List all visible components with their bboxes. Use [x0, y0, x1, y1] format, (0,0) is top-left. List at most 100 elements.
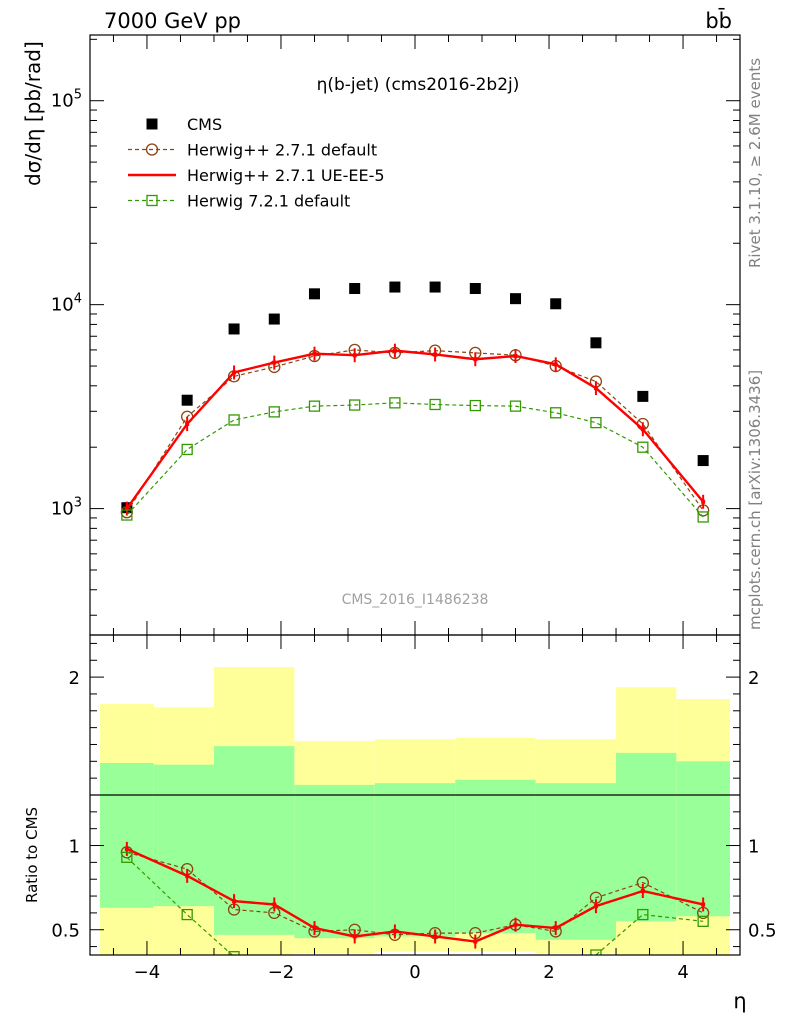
- data-point: [232, 370, 237, 375]
- y-tick-label: 103: [51, 496, 82, 520]
- data-point: [272, 360, 277, 365]
- data-point: [513, 922, 518, 927]
- data-point: [697, 915, 709, 927]
- data-point: [697, 511, 709, 523]
- data-point: [121, 509, 133, 521]
- data-point: [433, 934, 438, 939]
- legend-label: Herwig++ 2.7.1 default: [187, 141, 377, 160]
- watermark: CMS_2016_I1486238: [342, 592, 489, 608]
- data-point: [181, 394, 193, 406]
- data-point: [392, 929, 397, 934]
- data-point: [228, 414, 240, 426]
- y-axis-label-ratio: Ratio to CMS: [23, 807, 41, 903]
- data-point: [513, 354, 518, 359]
- green-band: [100, 763, 154, 908]
- y-axis-label-main: dσ/dη [pb/rad]: [21, 41, 45, 186]
- ratio-y-tick-label: 1: [69, 837, 80, 858]
- green-band: [294, 784, 375, 939]
- x-tick-label: 2: [543, 962, 554, 983]
- data-point: [349, 283, 361, 295]
- y-tick-exponent: 4: [74, 292, 82, 307]
- data-point: [350, 965, 360, 975]
- data-point: [433, 352, 438, 357]
- legend-marker: [145, 143, 159, 156]
- data-point: [550, 298, 562, 310]
- ratio-y-tick-label: 0.5: [51, 921, 80, 942]
- data-point: [553, 926, 558, 931]
- data-point: [308, 288, 320, 300]
- green-band: [213, 746, 295, 935]
- data-point: [553, 362, 558, 367]
- data-point: [312, 926, 317, 931]
- data-point: [429, 398, 441, 411]
- data-point: [268, 406, 280, 418]
- ratio-y-tick-label-right: 0.5: [748, 921, 777, 942]
- data-point: [392, 348, 397, 353]
- data-point: [593, 386, 598, 391]
- series-line: [125, 349, 705, 510]
- data-point: [430, 965, 440, 975]
- x-tick-label: 4: [677, 962, 688, 983]
- data-point: [121, 851, 133, 863]
- data-point: [701, 902, 706, 907]
- ratio-y-tick-label-right: 2: [748, 668, 759, 689]
- data-point: [701, 499, 706, 504]
- data-point: [228, 951, 240, 955]
- energy-label: 7000 GeV pp: [104, 9, 241, 33]
- data-point: [389, 397, 401, 409]
- y-tick-exponent: 5: [74, 88, 82, 103]
- data-point: [124, 506, 129, 511]
- data-point: [124, 846, 129, 851]
- y-tick-label: 104: [51, 292, 82, 316]
- series-line: [126, 402, 704, 518]
- green-band: [153, 764, 214, 907]
- ratio-series: [120, 841, 710, 975]
- data-point: [228, 323, 240, 335]
- ratio-axis-ticks: 2 2 1 1 0.5 0.5 −4 −2 0 2 4: [51, 635, 777, 983]
- green-band: [676, 761, 730, 917]
- data-point: [181, 908, 193, 921]
- data-point: [352, 353, 357, 358]
- ratio-y-tick-label-right: 1: [748, 837, 759, 858]
- ratio-y-tick-label: 2: [69, 668, 80, 689]
- y-tick-exponent: 3: [74, 496, 82, 511]
- green-band: [616, 752, 677, 922]
- green-band: [535, 783, 617, 940]
- uncertainty-bands: [100, 667, 730, 955]
- x-tick-label: −4: [134, 962, 161, 983]
- main-series: [120, 281, 710, 523]
- green-band: [455, 779, 536, 934]
- data-point: [349, 399, 361, 411]
- data-point: [640, 889, 645, 893]
- data-point: [272, 902, 277, 907]
- data-point: [309, 963, 319, 973]
- data-point: [470, 965, 480, 975]
- x-tick-label: 0: [409, 962, 420, 983]
- data-point: [185, 421, 190, 426]
- data-point: [637, 908, 649, 921]
- data-point: [181, 443, 193, 456]
- data-point: [268, 313, 280, 325]
- legend: CMS Herwig++ 2.7.1 default Herwig++ 2.7.1 …: [128, 115, 385, 211]
- data-point: [697, 455, 709, 467]
- data-point: [550, 407, 562, 419]
- legend-label: Herwig++ 2.7.1 UE-EE-5: [187, 166, 385, 185]
- data-point: [590, 337, 602, 349]
- data-point: [590, 416, 602, 429]
- plot-title: η(b-jet) (cms2016-2b2j): [317, 75, 520, 95]
- data-point: [232, 899, 237, 904]
- data-point: [352, 934, 357, 939]
- data-point: [389, 281, 401, 293]
- process-label: bb̄: [705, 8, 732, 33]
- green-band: [374, 783, 456, 937]
- data-point: [469, 399, 481, 412]
- data-point: [469, 283, 481, 295]
- ratio-plot-panel: 2 2 1 1 0.5 0.5 −4 −2 0 2 4: [51, 634, 777, 983]
- data-point: [473, 357, 478, 362]
- data-point: [390, 965, 400, 975]
- ratio-frame: [89, 634, 741, 956]
- data-point: [510, 293, 522, 305]
- data-point: [429, 281, 441, 293]
- data-point: [509, 400, 522, 412]
- data-point: [640, 427, 645, 432]
